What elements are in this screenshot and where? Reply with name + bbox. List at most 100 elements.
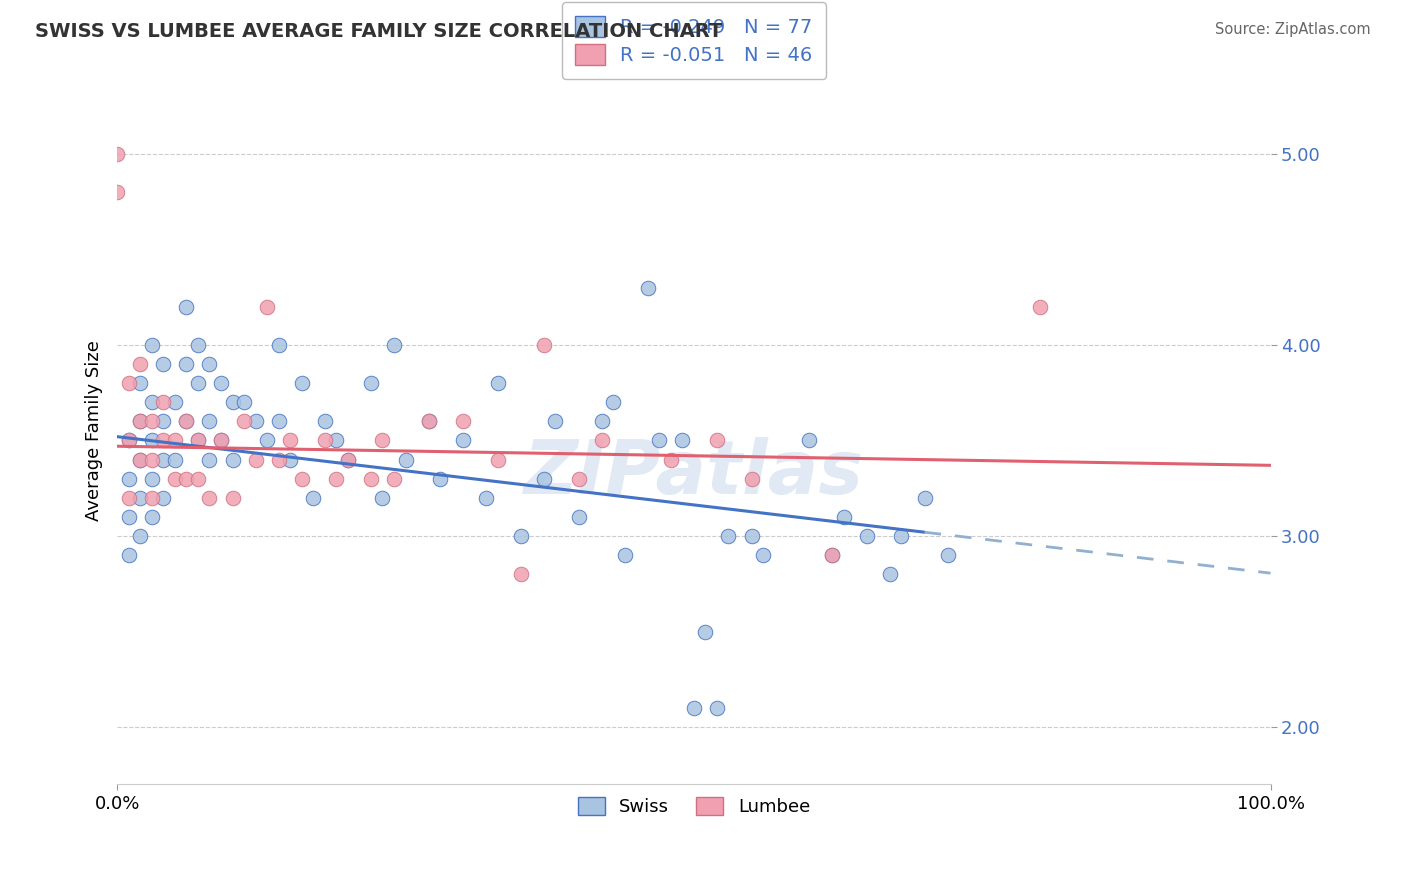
Point xyxy=(129,491,152,505)
Point xyxy=(821,548,844,562)
Point xyxy=(451,434,474,448)
Point xyxy=(451,414,474,428)
Point xyxy=(256,300,278,314)
Point xyxy=(118,434,141,448)
Point xyxy=(325,472,347,486)
Point xyxy=(278,434,301,448)
Text: SWISS VS LUMBEE AVERAGE FAMILY SIZE CORRELATION CHART: SWISS VS LUMBEE AVERAGE FAMILY SIZE CORR… xyxy=(35,22,723,41)
Point xyxy=(591,434,613,448)
Point xyxy=(637,280,659,294)
Point xyxy=(371,491,394,505)
Point xyxy=(382,338,405,352)
Point xyxy=(706,701,728,715)
Point xyxy=(163,472,186,486)
Point xyxy=(187,472,209,486)
Point xyxy=(187,434,209,448)
Point xyxy=(198,414,221,428)
Point xyxy=(832,510,855,524)
Point xyxy=(129,357,152,371)
Point xyxy=(267,414,290,428)
Point xyxy=(176,414,198,428)
Point xyxy=(209,434,232,448)
Point xyxy=(152,357,174,371)
Point xyxy=(914,491,936,505)
Point xyxy=(509,567,531,582)
Point xyxy=(278,452,301,467)
Point xyxy=(336,452,359,467)
Point xyxy=(129,376,152,391)
Point xyxy=(118,510,141,524)
Legend: Swiss, Lumbee: Swiss, Lumbee xyxy=(568,788,820,825)
Point xyxy=(567,472,589,486)
Point xyxy=(105,185,128,199)
Point xyxy=(152,414,174,428)
Point xyxy=(256,434,278,448)
Point xyxy=(118,376,141,391)
Point xyxy=(856,529,879,543)
Point xyxy=(118,472,141,486)
Point xyxy=(221,395,243,409)
Point xyxy=(394,452,416,467)
Point xyxy=(129,414,152,428)
Point xyxy=(198,452,221,467)
Point xyxy=(152,452,174,467)
Point xyxy=(129,414,152,428)
Point xyxy=(429,472,451,486)
Point xyxy=(187,338,209,352)
Point xyxy=(741,472,763,486)
Point xyxy=(141,452,163,467)
Point xyxy=(187,434,209,448)
Point xyxy=(163,452,186,467)
Point xyxy=(544,414,567,428)
Point xyxy=(163,434,186,448)
Point xyxy=(221,452,243,467)
Point xyxy=(1029,300,1052,314)
Point xyxy=(717,529,740,543)
Point xyxy=(382,472,405,486)
Point xyxy=(209,376,232,391)
Point xyxy=(198,357,221,371)
Point xyxy=(129,452,152,467)
Point xyxy=(129,529,152,543)
Point xyxy=(105,147,128,161)
Point xyxy=(475,491,498,505)
Point xyxy=(209,434,232,448)
Point xyxy=(602,395,624,409)
Point xyxy=(648,434,671,448)
Point xyxy=(799,434,821,448)
Point xyxy=(314,434,336,448)
Point xyxy=(659,452,682,467)
Point xyxy=(267,452,290,467)
Point xyxy=(233,395,256,409)
Point xyxy=(613,548,636,562)
Point xyxy=(325,434,347,448)
Point xyxy=(118,548,141,562)
Point xyxy=(533,338,555,352)
Point xyxy=(141,338,163,352)
Point xyxy=(118,434,141,448)
Point xyxy=(141,414,163,428)
Point xyxy=(336,452,359,467)
Text: Source: ZipAtlas.com: Source: ZipAtlas.com xyxy=(1215,22,1371,37)
Point xyxy=(509,529,531,543)
Point xyxy=(741,529,763,543)
Point xyxy=(683,701,706,715)
Point xyxy=(141,472,163,486)
Point xyxy=(890,529,912,543)
Point xyxy=(360,472,382,486)
Point xyxy=(360,376,382,391)
Point xyxy=(176,472,198,486)
Point xyxy=(533,472,555,486)
Point xyxy=(141,510,163,524)
Point xyxy=(486,452,509,467)
Point xyxy=(176,414,198,428)
Point xyxy=(221,491,243,505)
Point xyxy=(695,624,717,639)
Point xyxy=(163,395,186,409)
Point xyxy=(671,434,693,448)
Point xyxy=(302,491,325,505)
Point xyxy=(198,491,221,505)
Point xyxy=(314,414,336,428)
Point xyxy=(141,434,163,448)
Point xyxy=(245,414,267,428)
